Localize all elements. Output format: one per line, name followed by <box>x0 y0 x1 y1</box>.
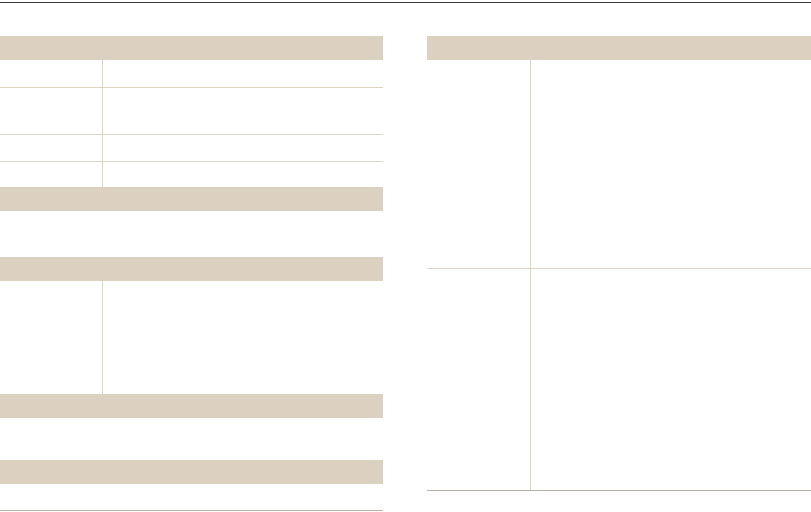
section-header-bar <box>427 36 811 60</box>
table-bottom-rule <box>427 490 811 491</box>
section-header-bar <box>0 187 383 211</box>
column-rule <box>102 281 103 394</box>
row-rule <box>0 87 383 88</box>
column-rule <box>102 60 103 187</box>
table-bottom-rule <box>0 510 383 511</box>
row-rule <box>0 134 383 135</box>
section-header-bar <box>0 257 383 281</box>
header-rule <box>0 2 811 3</box>
row-rule <box>427 268 811 269</box>
row-rule <box>0 161 383 162</box>
section-header-bar <box>0 460 383 484</box>
section-header-bar <box>0 36 383 60</box>
column-rule <box>530 60 531 490</box>
section-header-bar <box>0 394 383 418</box>
